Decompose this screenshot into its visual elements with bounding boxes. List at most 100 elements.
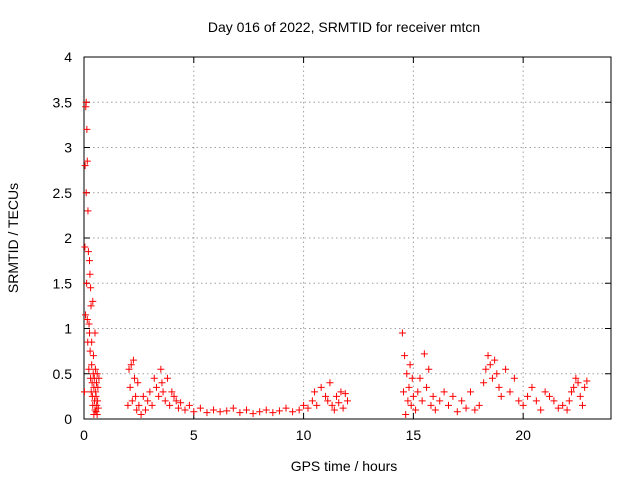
data-point [161, 397, 169, 405]
data-point [216, 408, 224, 416]
data-point [236, 409, 244, 417]
data-point [132, 392, 140, 400]
data-point [95, 374, 103, 382]
data-point [583, 377, 591, 385]
data-point [407, 401, 415, 409]
data-point [80, 388, 88, 396]
y-tick-label: 1 [64, 321, 72, 337]
data-point [317, 383, 325, 391]
data-point [85, 257, 93, 265]
data-point [146, 388, 154, 396]
chart-title: Day 016 of 2022, SRMTID for receiver mtc… [208, 19, 480, 35]
data-point [406, 361, 414, 369]
data-point [128, 397, 136, 405]
data-point [139, 392, 147, 400]
data-point [86, 347, 94, 355]
data-point [256, 408, 264, 416]
y-tick-label: 0 [64, 411, 72, 427]
data-point [495, 383, 503, 391]
data-point [519, 401, 527, 409]
data-point [502, 365, 510, 373]
data-point [453, 408, 461, 416]
data-point [229, 404, 237, 412]
data-point [137, 410, 145, 418]
data-point [401, 352, 409, 360]
data-point [131, 374, 139, 382]
axis-ticks: 0 5 10 15 20 0 0.5 1 1.5 2 2.5 3 3.5 4 [53, 49, 611, 443]
data-point [166, 401, 174, 409]
data-point [550, 397, 558, 405]
data-point [570, 383, 578, 391]
data-point [532, 397, 540, 405]
data-point [92, 392, 100, 400]
x-axis-label: GPS time / hours [291, 458, 398, 474]
data-point [181, 406, 189, 414]
data-point [405, 383, 413, 391]
data-point [177, 399, 185, 407]
data-point [129, 356, 137, 364]
data-point [493, 370, 501, 378]
data-point [85, 320, 93, 328]
data-point [339, 404, 347, 412]
x-tick-label: 10 [296, 427, 312, 443]
data-point [581, 383, 589, 391]
data-point [135, 401, 143, 409]
data-point [275, 407, 283, 415]
data-point [91, 406, 99, 414]
data-point [127, 361, 135, 369]
data-point [462, 404, 470, 412]
data-point [308, 397, 316, 405]
data-point [84, 207, 92, 215]
data-point [190, 408, 198, 416]
y-tick-label: 4 [64, 49, 72, 65]
data-point [559, 401, 567, 409]
data-point [524, 392, 532, 400]
y-tick-label: 2 [64, 230, 72, 246]
data-point [158, 379, 166, 387]
data-point [93, 370, 101, 378]
data-point [144, 397, 152, 405]
data-point [82, 189, 90, 197]
data-point [86, 270, 94, 278]
data-point [554, 404, 562, 412]
data-point [313, 401, 321, 409]
y-tick-label: 1.5 [53, 275, 73, 291]
x-tick-label: 0 [80, 427, 88, 443]
data-point [223, 407, 231, 415]
data-point [541, 388, 549, 396]
data-point [491, 356, 499, 364]
data-point [497, 392, 505, 400]
x-tick-label: 5 [190, 427, 198, 443]
data-point [81, 243, 89, 251]
data-point [567, 388, 575, 396]
y-tick-label: 3.5 [53, 94, 73, 110]
data-point [83, 157, 91, 165]
data-point [423, 383, 431, 391]
data-point [324, 397, 332, 405]
data-point [475, 401, 483, 409]
data-point [409, 392, 417, 400]
data-point [163, 374, 171, 382]
data-point [425, 365, 433, 373]
data-point [94, 383, 102, 391]
data-point [344, 397, 351, 405]
data-point [458, 397, 466, 405]
data-point [565, 397, 573, 405]
data-point [436, 397, 444, 405]
data-point [431, 406, 439, 414]
data-point [91, 365, 99, 373]
data-point [572, 374, 580, 382]
data-point [91, 329, 99, 337]
data-point [449, 392, 457, 400]
data-point [81, 162, 89, 170]
data-point [125, 365, 133, 373]
data-point [402, 410, 410, 418]
data-point [574, 379, 582, 387]
plot-frame [83, 56, 612, 420]
x-tick-label: 20 [515, 427, 531, 443]
data-point [87, 302, 95, 310]
data-point [134, 379, 142, 387]
data-point [578, 401, 586, 409]
data-point [196, 404, 204, 412]
